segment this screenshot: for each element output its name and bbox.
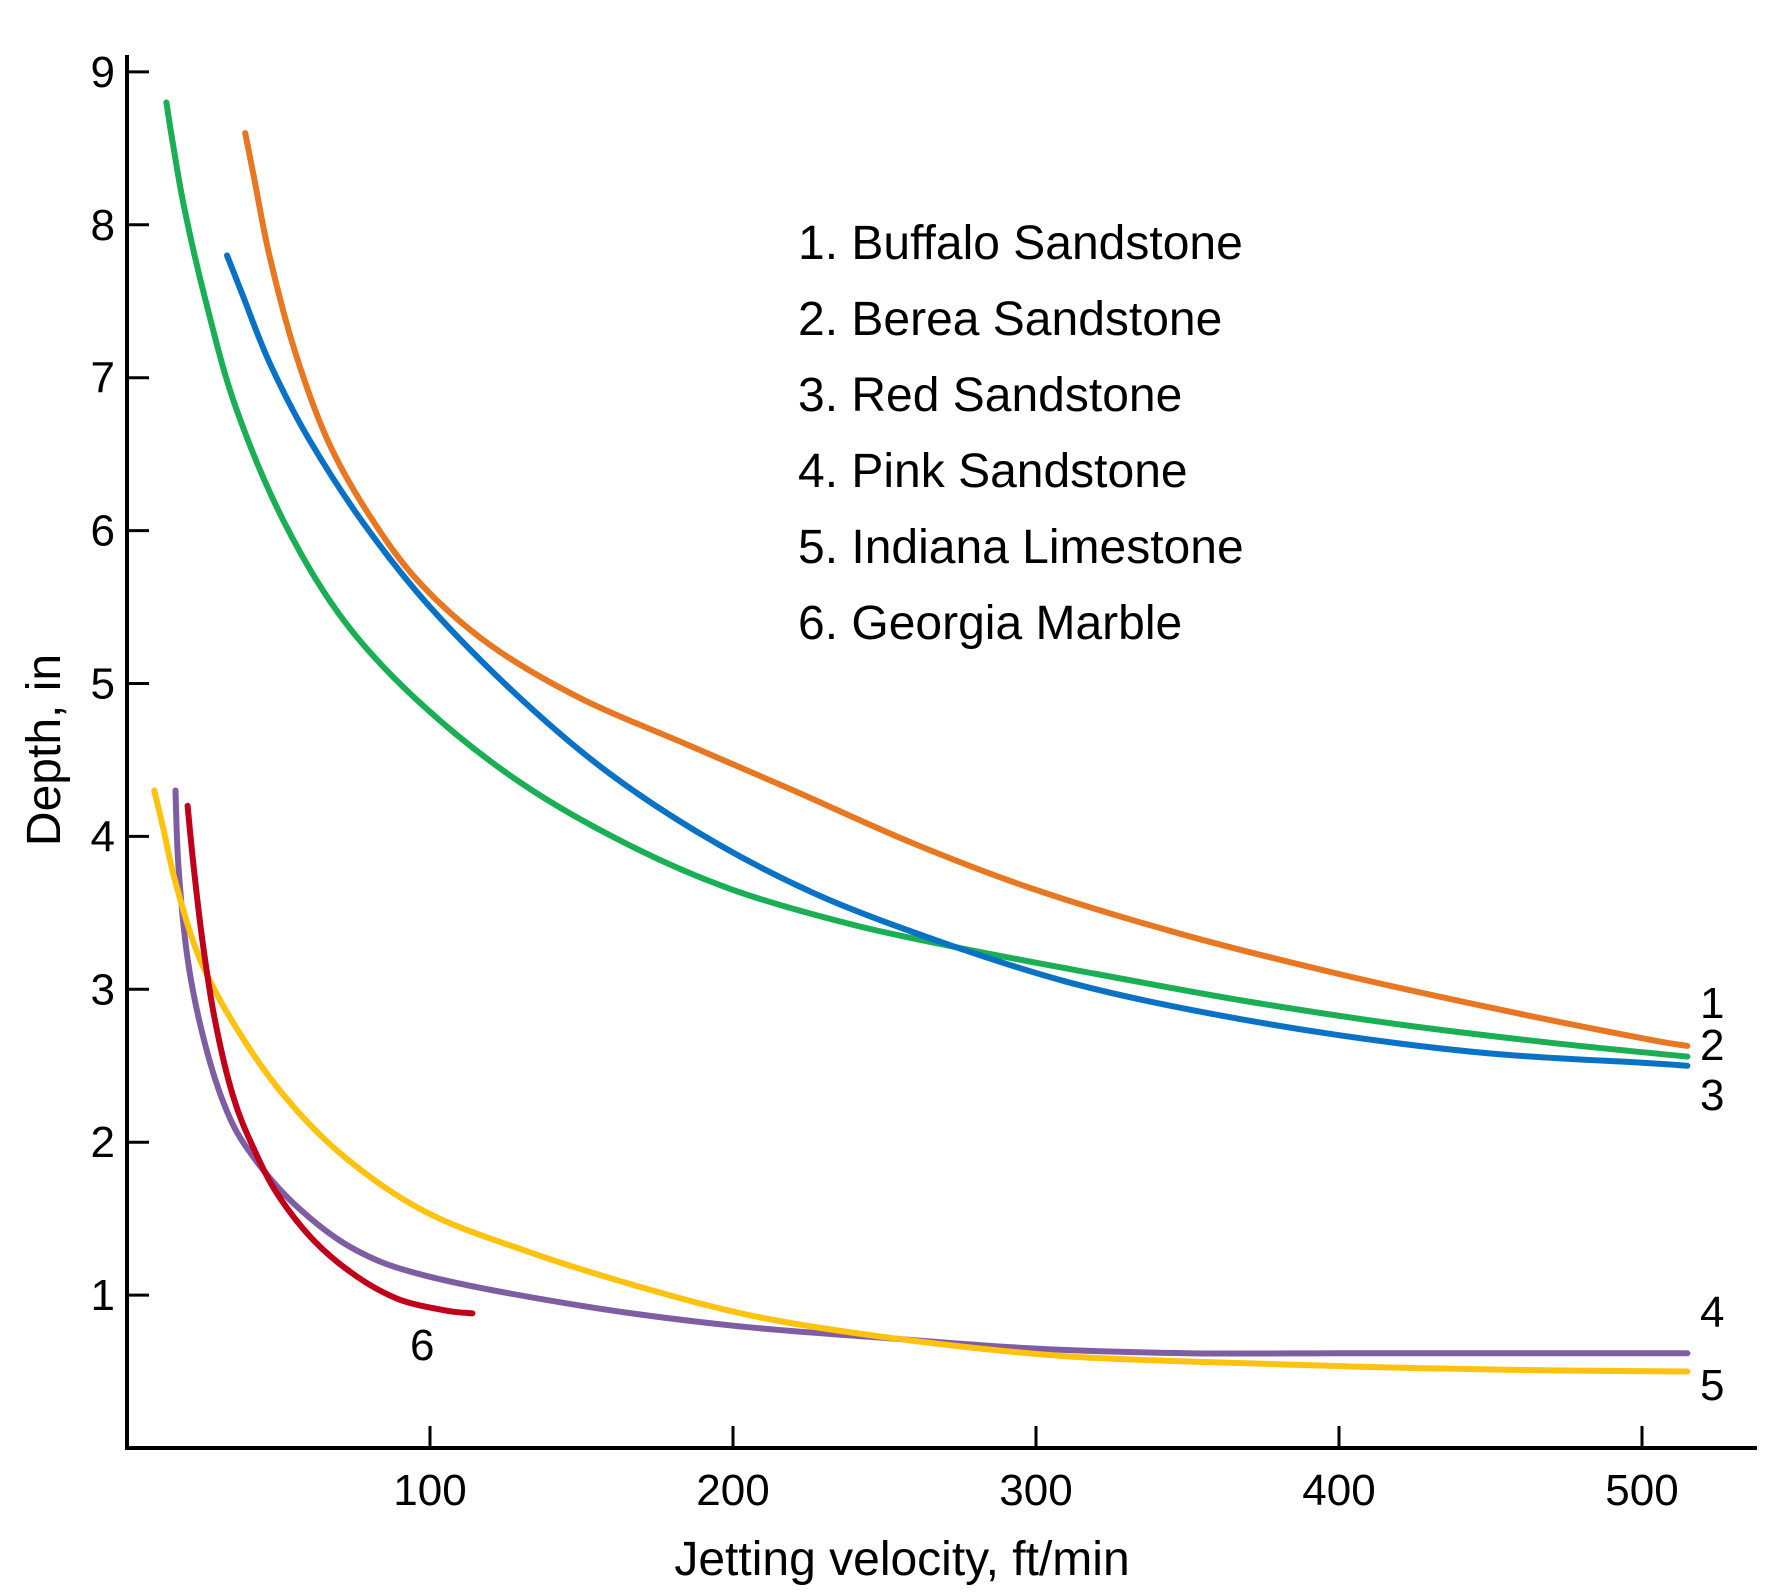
y-axis-title: Depth, in xyxy=(18,654,71,846)
series-end-label: 4 xyxy=(1700,1288,1724,1337)
legend-entry: 2. Berea Sandstone xyxy=(798,293,1222,346)
x-ticks: 100 200 300 400 500 xyxy=(393,1426,1679,1515)
y-tick-label: 1 xyxy=(91,1271,115,1320)
y-tick-label: 2 xyxy=(91,1118,115,1167)
y-tick-label: 4 xyxy=(91,812,115,861)
y-tick-label: 3 xyxy=(91,965,115,1014)
series-end-label: 6 xyxy=(410,1321,434,1370)
series-end-label: 2 xyxy=(1700,1021,1724,1070)
x-tick-label: 100 xyxy=(393,1466,466,1515)
legend: 1. Buffalo Sandstone 2. Berea Sandstone … xyxy=(798,217,1244,650)
series-line-5 xyxy=(151,787,1691,1375)
legend-entry: 5. Indiana Limestone xyxy=(798,521,1244,574)
y-ticks: 1 2 3 4 5 6 7 8 9 xyxy=(91,48,149,1320)
legend-entry: 6. Georgia Marble xyxy=(798,597,1182,650)
series-line-6 xyxy=(184,802,476,1317)
legend-entry: 4. Pink Sandstone xyxy=(798,445,1188,498)
x-tick-label: 500 xyxy=(1605,1466,1678,1515)
y-tick-label: 8 xyxy=(91,201,115,250)
series-end-label: 1 xyxy=(1700,979,1724,1028)
series-line-3 xyxy=(224,252,1691,1069)
series-end-labels: 1 2 3 4 5 6 xyxy=(410,979,1724,1410)
y-tick-label: 6 xyxy=(91,507,115,556)
y-tick-label: 9 xyxy=(91,48,115,97)
series-line-2 xyxy=(163,99,1691,1060)
series-lines xyxy=(151,99,1691,1375)
series-line-4 xyxy=(172,787,1691,1357)
x-tick-label: 400 xyxy=(1302,1466,1375,1515)
x-tick-label: 200 xyxy=(696,1466,769,1515)
x-tick-label: 300 xyxy=(999,1466,1072,1515)
legend-entry: 1. Buffalo Sandstone xyxy=(798,217,1243,270)
series-line-1 xyxy=(242,130,1691,1049)
series-end-label: 5 xyxy=(1700,1361,1724,1410)
legend-entry: 3. Red Sandstone xyxy=(798,369,1182,422)
y-tick-label: 5 xyxy=(91,660,115,709)
x-axis-title: Jetting velocity, ft/min xyxy=(674,1533,1129,1586)
series-end-label: 3 xyxy=(1700,1071,1724,1120)
y-tick-label: 7 xyxy=(91,354,115,403)
